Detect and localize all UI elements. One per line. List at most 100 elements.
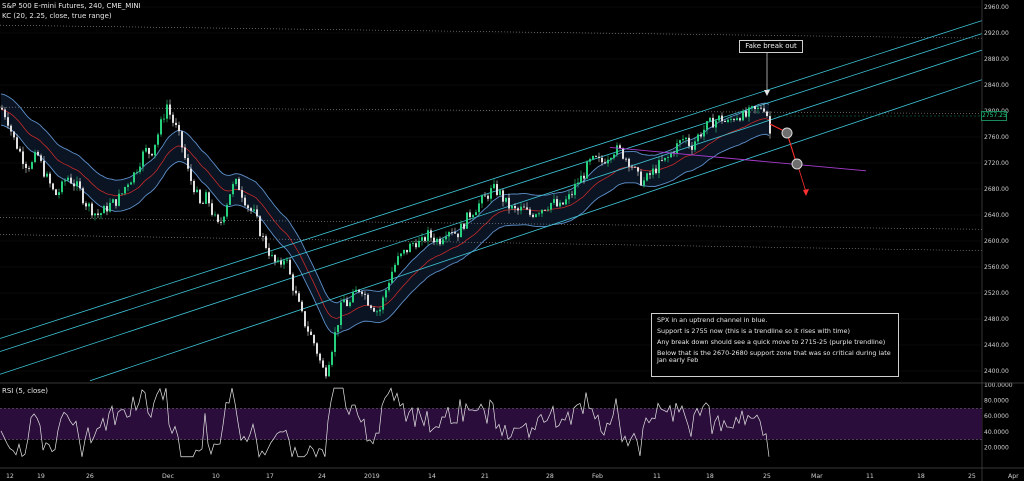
rsi-band (0, 408, 982, 440)
candle-body (382, 297, 384, 310)
candle-body (28, 167, 30, 169)
candle-body (679, 140, 681, 144)
candle-body (505, 197, 507, 202)
candle-body (22, 151, 24, 164)
candle-body (337, 325, 339, 333)
candle-body (229, 194, 231, 205)
candle-body (715, 120, 717, 128)
candle-body (652, 168, 654, 175)
candle-body (235, 178, 237, 185)
candle-body (208, 192, 210, 204)
rsi-tick-label: 20.0000 (984, 444, 1009, 451)
candle-body (694, 141, 696, 150)
candle-body (610, 157, 612, 160)
time-tick-label: 19 (37, 473, 45, 480)
time-tick-label: 18 (706, 473, 714, 480)
price-axis[interactable]: 2960.002920.002880.002840.002800.002760.… (981, 0, 1024, 481)
candle-body (766, 111, 768, 117)
candle-body (637, 167, 639, 172)
candle-body (64, 180, 66, 182)
candle-body (175, 122, 177, 125)
candle-body (541, 209, 543, 214)
candle-body (70, 177, 72, 184)
chart-title: S&P 500 E-mini Futures, 240, CME_MINI (2, 2, 141, 10)
candle-body (460, 223, 462, 238)
candle-body (25, 163, 27, 168)
candle-body (91, 203, 93, 216)
candle-body (607, 159, 609, 164)
candle-body (202, 203, 204, 204)
candle-body (61, 181, 63, 193)
candle-body (499, 190, 501, 195)
candle-body (250, 208, 252, 211)
candle-body (670, 152, 672, 158)
candle-body (346, 299, 348, 307)
candle-body (592, 155, 594, 160)
candle-body (622, 147, 624, 159)
candle-body (529, 209, 531, 215)
price-tick-label: 2600.00 (984, 238, 1009, 245)
candle-body (52, 183, 54, 190)
candle-body (409, 243, 411, 253)
support-circle (781, 127, 793, 139)
candle-body (286, 259, 288, 261)
candle-body (118, 193, 120, 206)
price-tick-label: 2880.00 (984, 56, 1009, 63)
candle-body (94, 213, 96, 216)
price-tick-label: 2760.00 (984, 134, 1009, 141)
candle-body (163, 118, 165, 120)
candle-body (211, 203, 213, 215)
candle-body (76, 181, 78, 187)
time-tick-label: Feb (592, 473, 603, 480)
candle-body (517, 208, 519, 211)
candle-body (700, 134, 702, 137)
candle-body (376, 311, 378, 313)
candle-body (691, 145, 693, 150)
candle-body (661, 160, 663, 161)
candle-body (385, 290, 387, 298)
candle-body (307, 326, 309, 332)
candle-body (406, 249, 408, 253)
rsi-tick-label: 100.0000 (984, 382, 1013, 389)
time-axis[interactable]: 12 19 26 Dec 10 17 24 2019 14 21 28 Feb 11 18 25 Mar 11 1… (0, 467, 1024, 480)
price-tick-label: 2440.00 (984, 342, 1009, 349)
candle-body (82, 188, 84, 204)
candle-body (430, 230, 432, 238)
candle-body (121, 193, 123, 195)
rsi-pane (0, 382, 1024, 458)
candle-body (4, 109, 6, 118)
price-tick-label: 2920.00 (984, 30, 1009, 37)
candle-body (190, 168, 192, 181)
price-tick-label: 2840.00 (984, 82, 1009, 89)
candle-body (298, 293, 300, 302)
rsi-tick-label: 80.0000 (984, 398, 1009, 405)
candle-body (217, 214, 219, 222)
candles (1, 99, 771, 379)
candle-body (712, 117, 714, 128)
candle-body (760, 107, 762, 109)
candle-body (742, 111, 744, 121)
candle-body (145, 148, 147, 152)
candle-body (196, 189, 198, 193)
candle-body (19, 148, 21, 152)
rsi-line (0, 387, 770, 458)
candle-body (97, 213, 99, 215)
candle-body (640, 171, 642, 186)
candle-body (154, 144, 156, 156)
candle-body (205, 192, 207, 204)
candle-body (88, 203, 90, 207)
candle-body (595, 155, 597, 157)
candle-body (577, 182, 579, 184)
candle-body (709, 117, 711, 122)
candle-body (112, 199, 114, 203)
time-tick-label: 11 (653, 473, 661, 480)
candle-body (391, 271, 393, 283)
candle-body (625, 158, 627, 160)
candle-body (316, 343, 318, 354)
candle-body (472, 215, 474, 218)
candle-body (412, 243, 414, 245)
candle-body (256, 209, 258, 217)
candle-body (40, 155, 42, 161)
channel-line (0, 19, 1024, 352)
